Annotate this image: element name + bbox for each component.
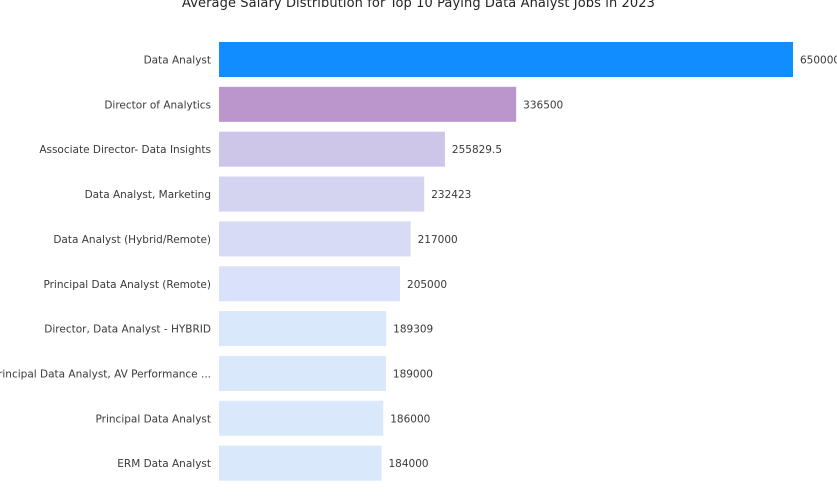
category-label-2: Associate Director- Data Insights bbox=[39, 144, 211, 156]
value-label-8: 186000 bbox=[390, 413, 430, 425]
bar-8[interactable] bbox=[219, 400, 384, 436]
value-label-2: 255829.5 bbox=[452, 144, 502, 156]
bar-4[interactable] bbox=[219, 221, 411, 257]
bar-5[interactable] bbox=[219, 266, 401, 302]
bar-6[interactable] bbox=[219, 311, 387, 347]
value-label-3: 232423 bbox=[431, 189, 471, 201]
category-label-9: ERM Data Analyst bbox=[117, 458, 211, 470]
category-label-6: Director, Data Analyst - HYBRID bbox=[44, 324, 211, 336]
category-label-3: Data Analyst, Marketing bbox=[85, 189, 211, 201]
value-label-1: 336500 bbox=[523, 99, 563, 111]
category-label-8: Principal Data Analyst bbox=[96, 413, 211, 425]
value-label-9: 184000 bbox=[388, 458, 428, 470]
value-label-4: 217000 bbox=[418, 234, 458, 246]
value-label-6: 189309 bbox=[393, 324, 433, 336]
bar-0[interactable] bbox=[219, 42, 793, 77]
bar-9[interactable] bbox=[219, 445, 382, 481]
bar-2[interactable] bbox=[219, 131, 445, 167]
chart-title: Average Salary Distribution for Top 10 P… bbox=[181, 0, 656, 11]
category-label-0: Data Analyst bbox=[144, 55, 211, 67]
category-label-4: Data Analyst (Hybrid/Remote) bbox=[53, 234, 211, 246]
value-label-0: 650000 bbox=[800, 55, 837, 67]
bar-7[interactable] bbox=[219, 355, 386, 391]
value-label-5: 205000 bbox=[407, 279, 447, 291]
bar-1[interactable] bbox=[219, 86, 517, 122]
category-label-1: Director of Analytics bbox=[104, 99, 211, 111]
value-label-7: 189000 bbox=[393, 368, 433, 380]
bar-3[interactable] bbox=[219, 176, 425, 212]
category-label-7: Principal Data Analyst, AV Performance .… bbox=[0, 368, 211, 380]
category-label-5: Principal Data Analyst (Remote) bbox=[43, 279, 211, 291]
